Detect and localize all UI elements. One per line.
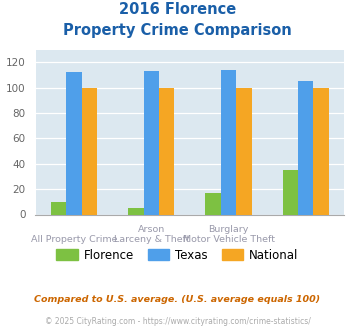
Text: All Property Crime: All Property Crime [31, 235, 118, 244]
Bar [51, 202, 66, 215]
Bar [236, 87, 252, 214]
Text: 2016 Florence: 2016 Florence [119, 2, 236, 16]
Text: Larceny & Theft: Larceny & Theft [114, 235, 189, 244]
Bar [159, 87, 174, 214]
Text: Arson: Arson [138, 225, 165, 234]
Legend: Florence, Texas, National: Florence, Texas, National [52, 244, 303, 266]
Bar [143, 71, 159, 214]
Text: Property Crime Comparison: Property Crime Comparison [63, 23, 292, 38]
Bar [128, 208, 143, 214]
Bar [298, 81, 313, 214]
Text: Motor Vehicle Theft: Motor Vehicle Theft [182, 235, 274, 244]
Bar [205, 193, 221, 214]
Text: © 2025 CityRating.com - https://www.cityrating.com/crime-statistics/: © 2025 CityRating.com - https://www.city… [45, 317, 310, 326]
Text: Compared to U.S. average. (U.S. average equals 100): Compared to U.S. average. (U.S. average … [34, 295, 321, 304]
Bar [66, 72, 82, 214]
Bar [221, 70, 236, 214]
Text: Burglary: Burglary [208, 225, 249, 234]
Bar [283, 170, 298, 215]
Bar [82, 87, 97, 214]
Bar [313, 87, 329, 214]
